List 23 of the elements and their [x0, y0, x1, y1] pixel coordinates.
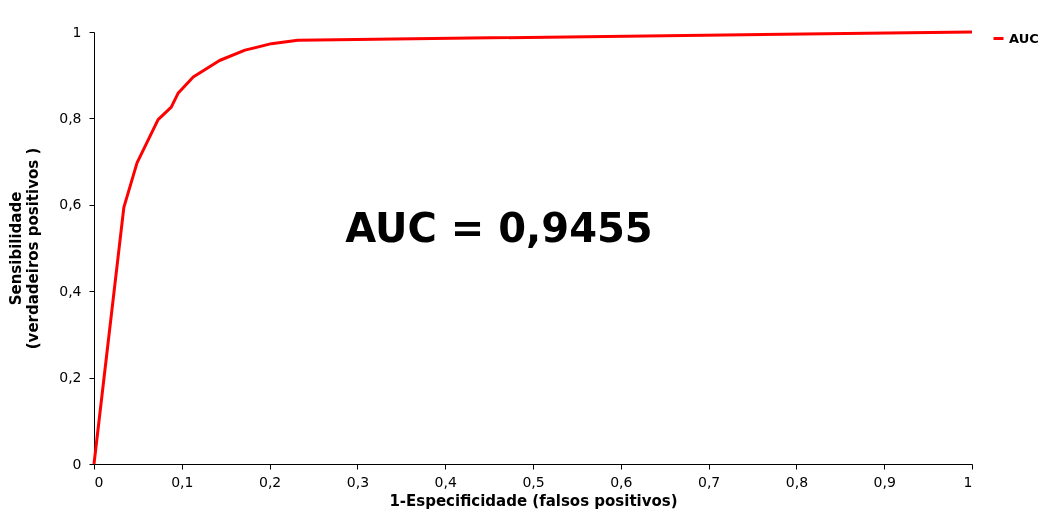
legend-label: AUC [1009, 30, 1039, 46]
x-tick-label: 0 [94, 473, 104, 490]
y-tick-label: 0,4 [59, 282, 82, 299]
x-tick-label: 0,3 [346, 473, 370, 490]
x-tick-label: 0,6 [610, 473, 633, 490]
x-axis-title: 1-Especificidade (falsos positivos) [389, 491, 678, 510]
x-tick-label: 0,9 [873, 473, 896, 490]
y-tick-label: 0,2 [59, 369, 82, 386]
annotation: AUC = 0,9455 [345, 205, 653, 251]
y-tick-label: 0 [72, 455, 82, 472]
x-tick-label: 0,8 [785, 473, 809, 490]
y-tick-label: 1 [72, 23, 82, 40]
y-tick-label: 0,6 [59, 196, 82, 213]
x-tick-label: 0,5 [522, 473, 545, 490]
text: Sensibilidade [7, 191, 26, 306]
x-tick-label: 0,1 [171, 473, 194, 490]
line-series [92, 30, 974, 466]
x-tick-label: 0,4 [434, 473, 457, 490]
y-tick-label: 0,8 [59, 109, 82, 126]
x-tick-label: 0,2 [258, 473, 282, 490]
x-tick-label: 0,7 [697, 473, 721, 490]
text: (verdadeiros positivos ) [24, 147, 43, 350]
x-tick-label: 1 [963, 473, 973, 490]
